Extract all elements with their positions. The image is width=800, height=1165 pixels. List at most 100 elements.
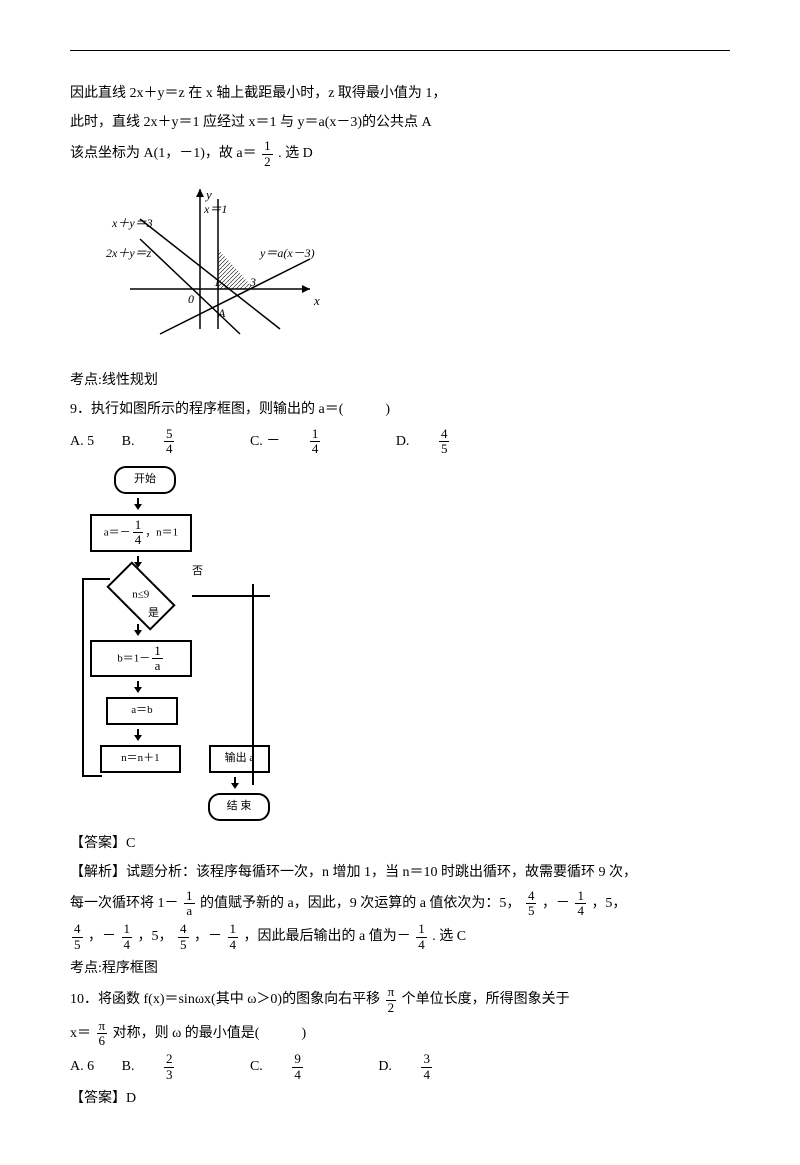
text: 的值赋予新的 a，因此，9 次运算的 a 值依次为：5， [200,896,520,911]
frac-den: 2 [262,155,273,169]
text: x＝ [70,1026,91,1041]
frac-num: π [97,1019,108,1034]
cond-text: n≤9 [132,586,149,606]
q9-opt-b: B. 54 [122,434,226,449]
frac-den: 2 [386,1001,397,1015]
tick-3: 3 [249,275,256,289]
frac-den: 4 [310,442,321,456]
top-rule [70,50,730,51]
frac-den: a [184,904,195,918]
intro-frac: 1 2 [262,139,273,169]
frac-den: 4 [122,938,133,952]
frac-den: 4 [421,1068,432,1082]
frac-den: 4 [575,904,586,918]
frac: π2 [386,985,397,1015]
q9-opt-c: C. － 14 [250,434,372,449]
frac-den: 4 [133,533,144,547]
q9-options: A. 5 B. 54 C. － 14 D. 45 [70,427,730,457]
frac: 45 [526,889,537,919]
fc-step-b: b＝1－1a [90,640,192,678]
flowchart: 开始 a＝－14，n＝1 n≤9 否 是 b＝1－1a a＝b n＝n＋1 输出… [90,466,730,820]
frac: 14 [575,889,586,919]
fc-start: 开始 [114,466,176,494]
q10-opt-d: D. 34 [378,1059,480,1074]
frac-den: 5 [526,904,537,918]
text: 10．将函数 f(x)＝sinωx(其中 ω＞0)的图象向右平移 [70,992,380,1007]
y-axis-label: y [204,187,212,202]
frac-num: 1 [228,922,239,937]
line-ya-label: y＝a(x－3) [259,246,315,260]
frac-den: 4 [228,938,239,952]
intro-line-3-post: . 选 D [278,146,313,161]
fc-yes-label: 是 [148,604,159,624]
frac-num: 1 [575,889,586,904]
analysis-9-line2: 每一次循环将 1－ 1a 的值赋予新的 a，因此，9 次运算的 a 值依次为：5… [70,889,730,919]
text: . 选 C [432,929,466,944]
frac-num: 9 [292,1052,303,1067]
fc-init: a＝－14，n＝1 [90,514,192,552]
frac: 45 [72,922,83,952]
fc-step-ab: a＝b [106,697,178,725]
frac-num: 1 [122,922,133,937]
text: ，5， [591,896,626,911]
frac-den: 4 [164,442,175,456]
text: ，n＝1 [145,526,178,538]
frac-den: 5 [439,442,450,456]
frac-num: 4 [439,427,450,442]
text: ，因此最后输出的 a 值为－ [244,929,411,944]
opt-label: D. [396,434,410,449]
q9-stem: 9．执行如图所示的程序框图，则输出的 a＝( ) [70,397,730,422]
line-2xyz-label: 2x＋y＝z [106,246,152,260]
frac-num: 4 [526,889,537,904]
text: ，5， [138,929,173,944]
q10-opt-b: B. 23 [122,1059,226,1074]
opt-label: C. [250,1059,263,1074]
fc-cond: n≤9 [106,561,175,630]
frac: 45 [178,922,189,952]
opt-frac: 14 [310,427,345,457]
origin-label: 0 [188,292,194,306]
q10-stem-1: 10．将函数 f(x)＝sinωx(其中 ω＞0)的图象向右平移 π2 个单位长… [70,985,730,1015]
frac-den: 5 [178,938,189,952]
text: ，－ [88,929,116,944]
opt-frac: 23 [164,1052,199,1082]
frac: 14 [416,922,427,952]
opt-label: B. [122,1059,135,1074]
opt-label: B. [122,434,135,449]
q9-opt-a: A. 5 [70,434,94,449]
text: ，－ [542,896,570,911]
fc-no-label: 否 [192,562,203,582]
opt-frac: 94 [292,1052,327,1082]
frac-num: 4 [72,922,83,937]
frac-den: 6 [97,1034,108,1048]
opt-frac: 45 [439,427,474,457]
frac-den: 5 [72,938,83,952]
frac: 1a [184,889,195,919]
frac-num: π [386,985,397,1000]
intro-line-1: 因此直线 2x＋y＝z 在 x 轴上截距最小时，z 取得最小值为 1， [70,81,730,106]
frac-num: 3 [421,1052,432,1067]
intro-line-3-pre: 该点坐标为 A(1，－1)，故 a＝ [70,146,257,161]
frac: 14 [228,922,239,952]
line-xy3-label: x＋y＝3 [111,216,153,230]
analysis-9-line3: 45 ，－ 14 ，5， 45 ，－ 14 ，因此最后输出的 a 值为－ 14 … [70,922,730,952]
frac-num: 4 [178,922,189,937]
frac-num: 1 [133,518,144,533]
opt-label: D. [378,1059,392,1074]
answer-10: 【答案】D [70,1086,730,1111]
q10-opt-a: A. 6 [70,1059,94,1074]
frac-den: 4 [416,938,427,952]
frac-num: 1 [310,427,321,442]
frac-num: 1 [416,922,427,937]
intro-line-2: 此时，直线 2x＋y＝1 应经过 x＝1 与 y＝a(x－3)的公共点 A [70,110,730,135]
text: 个单位长度，所得图象关于 [402,992,570,1007]
frac: 1a [152,644,163,674]
opt-frac: 34 [421,1052,456,1082]
frac: 14 [133,518,144,548]
q10-stem-2: x＝ π6 对称，则 ω 的最小值是( ) [70,1019,730,1049]
tick-1: 1 [214,275,220,289]
frac-den: 4 [292,1068,303,1082]
linear-programming-graph: 0 1 3 A y x x＋y＝3 x＝1 2x＋y＝z y＝a(x－3) [70,179,730,358]
frac-den: a [152,659,163,673]
kaodian-2: 考点:程序框图 [70,956,730,981]
